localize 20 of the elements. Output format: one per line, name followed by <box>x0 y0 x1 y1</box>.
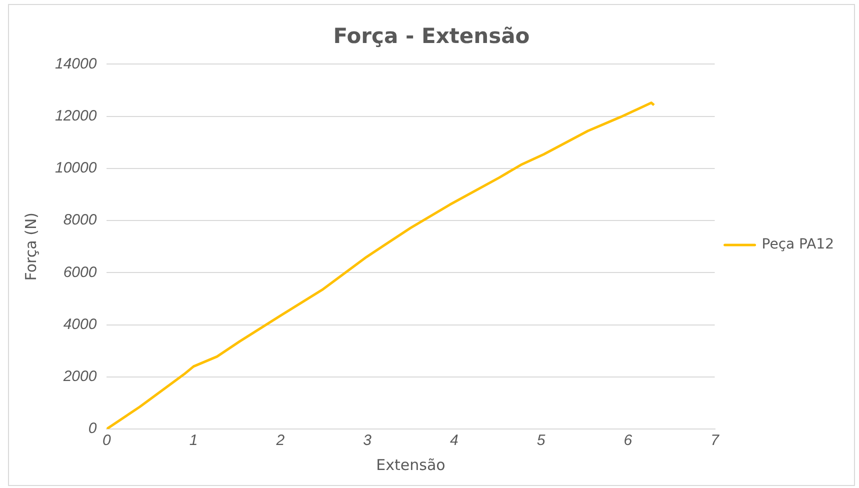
x-axis-title: Extensão <box>376 456 446 474</box>
x-tick-label: 6 <box>624 432 633 450</box>
y-tick-label: 2000 <box>62 368 98 386</box>
x-tick-label: 3 <box>363 432 372 450</box>
x-tick-label: 1 <box>189 432 198 450</box>
y-tick-label: 12000 <box>54 107 98 124</box>
x-tick-label: 2 <box>275 432 286 450</box>
y-tick-label: 0 <box>88 420 98 438</box>
y-tick-label: 6000 <box>63 264 98 281</box>
y-tick-label: 4000 <box>63 316 98 333</box>
chart-title: Força - Extensão <box>333 24 530 48</box>
x-tick-label: 4 <box>450 432 458 450</box>
y-tick-label: 8000 <box>63 212 98 229</box>
y-tick-label: 10000 <box>54 160 98 177</box>
y-tick-label: 14000 <box>54 55 98 72</box>
legend-label: Peça PA12 <box>762 236 834 253</box>
x-tick-label: 5 <box>536 432 546 450</box>
x-tick-label: 7 <box>710 432 720 450</box>
y-axis-title: Força (N) <box>22 212 40 281</box>
x-tick-label: 0 <box>102 432 112 450</box>
